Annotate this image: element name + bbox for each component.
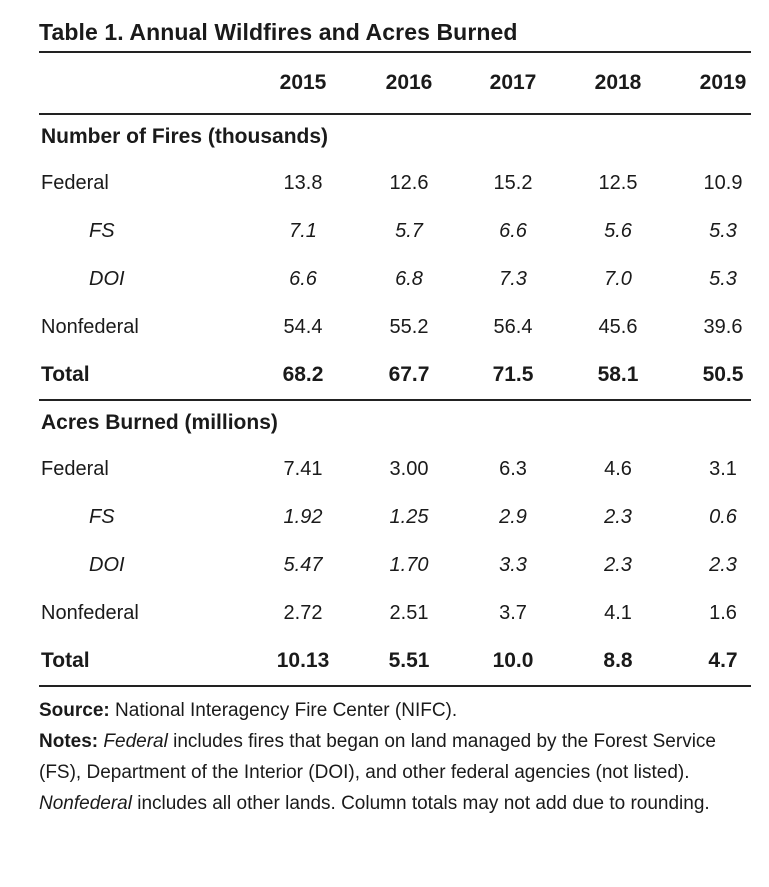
source-line: Source: National Interagency Fire Center… [39, 695, 751, 726]
row-label: FS [89, 505, 115, 528]
table-cell: 56.4 [493, 315, 533, 338]
row-label: Total [41, 649, 90, 672]
table-cell: 1.25 [389, 505, 429, 528]
table-cell: 2.3 [709, 553, 737, 576]
table-cell: 1.6 [709, 601, 737, 624]
federal-note: includes fires that began on land manage… [39, 731, 716, 783]
table-row: Federal 13.8 12.6 15.2 12.5 10.9 [39, 159, 751, 207]
table-cell: 67.7 [388, 363, 430, 386]
notes-label: Notes: [39, 731, 99, 752]
row-label: Nonfederal [41, 315, 139, 338]
table-cell: 3.3 [499, 553, 527, 576]
notes-paragraph: Notes: Federal includes fires that began… [39, 726, 751, 819]
table-cell: 58.1 [597, 363, 639, 386]
year-header: 2015 [279, 71, 327, 94]
year-header: 2018 [594, 71, 642, 94]
table-cell: 5.6 [604, 219, 632, 242]
table-cell: 50.5 [702, 363, 744, 386]
table-cell: 55.2 [389, 315, 429, 338]
table-cell: 4.1 [604, 601, 632, 624]
table-cell: 3.7 [499, 601, 527, 624]
top-rule [39, 51, 751, 53]
table-row: Nonfederal 2.72 2.51 3.7 4.1 1.6 [39, 589, 751, 637]
nonfederal-note: includes all other lands. Column totals … [137, 793, 710, 814]
year-header: 2019 [699, 71, 747, 94]
table-cell: 2.51 [389, 601, 429, 624]
table-cell: 45.6 [598, 315, 638, 338]
section-heading: Number of Fires (thousands) [41, 125, 329, 148]
section-heading: Acres Burned (millions) [41, 411, 278, 434]
row-label: Federal [41, 457, 109, 480]
source-label: Source: [39, 700, 110, 721]
table-row: FS 1.92 1.25 2.9 2.3 0.6 [39, 493, 751, 541]
table-row: Federal 7.41 3.00 6.3 4.6 3.1 [39, 445, 751, 493]
section-heading-row: Acres Burned (millions) [39, 401, 751, 445]
section-rule [39, 685, 751, 687]
table-cell: 5.3 [709, 267, 737, 290]
row-label: FS [89, 219, 115, 242]
table-body: Number of Fires (thousands) Federal 13.8 12… [39, 115, 751, 687]
table-cell: 7.0 [604, 267, 632, 290]
table-row: Total 68.2 67.7 71.5 58.1 50.5 [39, 351, 751, 399]
table-cell: 8.8 [603, 649, 633, 672]
table-cell: 10.13 [276, 649, 330, 672]
table-cell: 13.8 [283, 171, 323, 194]
federal-term: Federal [103, 731, 168, 752]
nonfederal-term: Nonfederal [39, 793, 132, 814]
table-cell: 5.7 [395, 219, 423, 242]
table-cell: 3.00 [389, 457, 429, 480]
header-rule [39, 113, 751, 115]
table-cell: 2.3 [604, 505, 632, 528]
table-cell: 7.1 [289, 219, 317, 242]
table-cell: 54.4 [283, 315, 323, 338]
table-row: DOI 5.47 1.70 3.3 2.3 2.3 [39, 541, 751, 589]
wildfire-table: Table 1. Annual Wildfires and Acres Burn… [39, 14, 751, 819]
table-cell: 1.70 [389, 553, 429, 576]
row-label: Federal [41, 171, 109, 194]
table-cell: 6.6 [499, 219, 527, 242]
table-cell: 10.9 [703, 171, 743, 194]
row-label: DOI [89, 267, 125, 290]
table-cell: 12.6 [389, 171, 429, 194]
table-cell: 68.2 [282, 363, 324, 386]
table-title: Table 1. Annual Wildfires and Acres Burn… [39, 19, 518, 45]
table-cell: 12.5 [598, 171, 638, 194]
table-cell: 6.6 [289, 267, 317, 290]
table-cell: 71.5 [492, 363, 534, 386]
table-cell: 7.3 [499, 267, 527, 290]
year-header-row: 2015 2016 2017 2018 2019 [39, 53, 751, 113]
table-row: Total 10.13 5.51 10.0 8.8 4.7 [39, 637, 751, 685]
table-cell: 4.7 [708, 649, 738, 672]
section-rule [39, 399, 751, 401]
year-header: 2017 [489, 71, 537, 94]
row-label: Nonfederal [41, 601, 139, 624]
year-header: 2016 [385, 71, 433, 94]
table-cell: 2.72 [283, 601, 323, 624]
table-row: Nonfederal 54.4 55.2 56.4 45.6 39.6 [39, 303, 751, 351]
table-cell: 5.3 [709, 219, 737, 242]
table-cell: 6.3 [499, 457, 527, 480]
table-cell: 2.9 [499, 505, 527, 528]
table-cell: 5.47 [283, 553, 323, 576]
table-cell: 5.51 [388, 649, 430, 672]
table-cell: 1.92 [283, 505, 323, 528]
row-label: Total [41, 363, 90, 386]
table-notes: Source: National Interagency Fire Center… [39, 687, 751, 819]
table-cell: 7.41 [283, 457, 323, 480]
table-cell: 10.0 [492, 649, 534, 672]
table-row: DOI 6.6 6.8 7.3 7.0 5.3 [39, 255, 751, 303]
table-cell: 15.2 [493, 171, 533, 194]
section-heading-row: Number of Fires (thousands) [39, 115, 751, 159]
table-cell: 0.6 [709, 505, 737, 528]
source-text: National Interagency Fire Center (NIFC). [115, 700, 458, 721]
table-row: FS 7.1 5.7 6.6 5.6 5.3 [39, 207, 751, 255]
table-cell: 3.1 [709, 457, 737, 480]
row-label: DOI [89, 553, 125, 576]
table-cell: 39.6 [703, 315, 743, 338]
table-cell: 6.8 [395, 267, 423, 290]
table-cell: 2.3 [604, 553, 632, 576]
table-cell: 4.6 [604, 457, 632, 480]
